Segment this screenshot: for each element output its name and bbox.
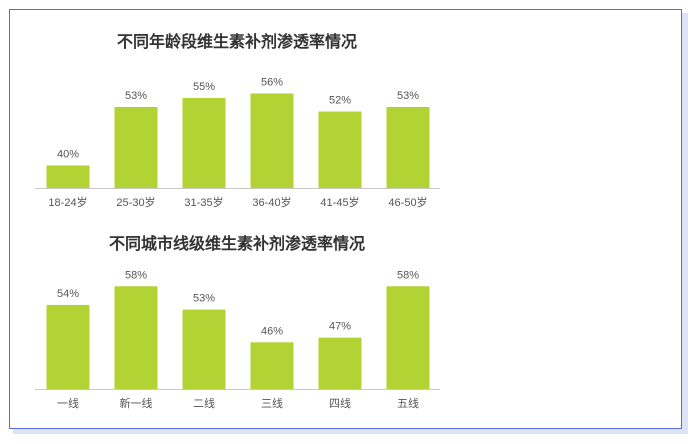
- x-tick-label: 18-24岁: [48, 195, 87, 209]
- x-tick-label: 四线: [329, 396, 351, 410]
- data-label: 58%: [397, 269, 419, 281]
- bar-1: [46, 304, 90, 389]
- x-tick-label: 46-50岁: [388, 195, 427, 209]
- x-tick-label: 36-40岁: [252, 195, 291, 209]
- data-label: 40%: [57, 149, 79, 161]
- data-label: 47%: [329, 321, 351, 333]
- x-tick-label: 五线: [397, 396, 419, 410]
- bar-6: [386, 286, 430, 389]
- bar-2: [114, 107, 158, 188]
- bar-6: [386, 107, 430, 188]
- bar-3: [182, 309, 226, 389]
- data-label: 53%: [193, 293, 215, 305]
- x-tick-label: 新一线: [120, 396, 153, 410]
- chart-title: 不同年龄段维生素补剂渗透率情况: [117, 32, 357, 51]
- x-tick-label: 一线: [57, 396, 79, 410]
- bar-5: [318, 111, 362, 188]
- bar-5: [318, 337, 362, 389]
- data-label: 54%: [57, 288, 79, 300]
- x-tick-label: 31-35岁: [184, 195, 223, 209]
- bar-3: [182, 98, 226, 188]
- data-label: 53%: [397, 90, 419, 102]
- bar-1: [46, 165, 90, 188]
- x-tick-label: 25-30岁: [116, 195, 155, 209]
- data-label: 56%: [261, 77, 283, 89]
- bar-4: [250, 342, 294, 389]
- data-label: 58%: [125, 269, 147, 281]
- x-tick-label: 二线: [193, 396, 215, 410]
- x-tick-label: 三线: [261, 396, 283, 410]
- x-tick-label: 41-45岁: [320, 195, 359, 209]
- data-label: 55%: [193, 81, 215, 93]
- bar-2: [114, 286, 158, 389]
- chart-title: 不同城市线级维生素补剂渗透率情况: [109, 234, 365, 253]
- data-label: 46%: [261, 325, 283, 337]
- data-label: 53%: [125, 90, 147, 102]
- bar-4: [250, 93, 294, 188]
- data-label: 52%: [329, 95, 351, 107]
